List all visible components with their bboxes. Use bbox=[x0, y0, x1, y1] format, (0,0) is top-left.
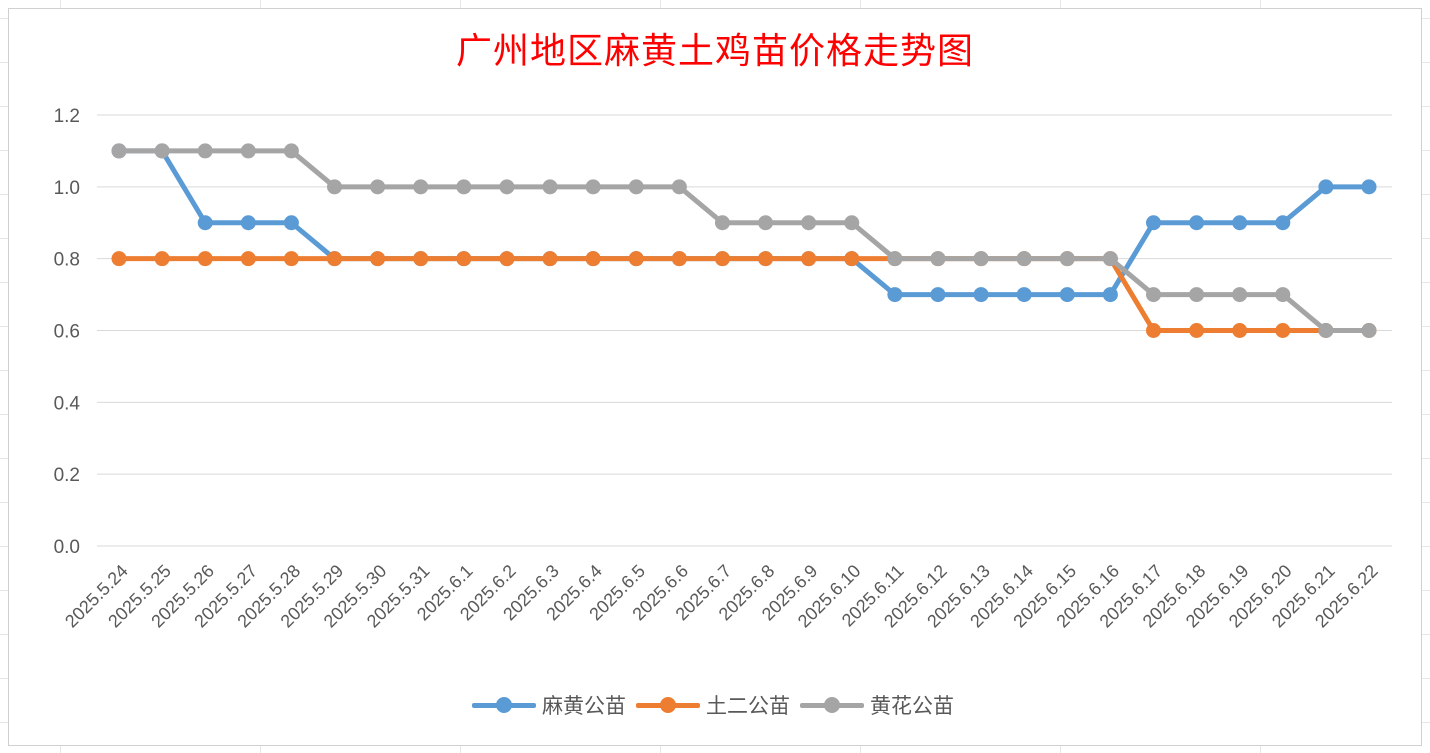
data-point-series-3 bbox=[585, 179, 601, 195]
chart-title: 广州地区麻黄土鸡苗价格走势图 bbox=[455, 31, 974, 72]
data-point-series-3 bbox=[111, 143, 127, 159]
data-point-series-3 bbox=[283, 143, 299, 159]
series-line-3 bbox=[116, 148, 1372, 333]
data-point-series-1 bbox=[1059, 287, 1075, 303]
y-tick-label: 0.0 bbox=[54, 537, 80, 558]
legend-label: 土二公苗 bbox=[706, 694, 790, 718]
data-point-series-2 bbox=[801, 251, 817, 267]
data-point-series-3 bbox=[1102, 251, 1118, 267]
data-point-series-2 bbox=[844, 251, 860, 267]
data-point-series-2 bbox=[197, 251, 213, 267]
data-point-series-2 bbox=[111, 251, 127, 267]
y-tick-label: 0.2 bbox=[54, 465, 80, 486]
data-point-series-2 bbox=[1232, 323, 1248, 338]
data-point-series-3 bbox=[887, 251, 903, 267]
y-tick-label: 0.8 bbox=[54, 250, 80, 271]
data-point-series-2 bbox=[283, 251, 299, 267]
legend-marker bbox=[660, 697, 676, 713]
data-point-series-1 bbox=[1318, 179, 1334, 195]
legend-label: 麻黄公苗 bbox=[542, 694, 626, 718]
data-point-series-3 bbox=[1318, 323, 1334, 338]
data-point-series-3 bbox=[154, 143, 170, 159]
y-tick-label: 1.0 bbox=[54, 178, 80, 199]
data-point-series-3 bbox=[930, 251, 946, 267]
data-point-series-1 bbox=[197, 215, 213, 231]
chart-legend: 麻黄公苗 土二公苗 黄花公苗 bbox=[0, 690, 1430, 720]
legend-label: 黄花公苗 bbox=[870, 694, 954, 718]
legend-swatch bbox=[800, 695, 864, 715]
legend-item-2[interactable]: 土二公苗 bbox=[636, 690, 794, 720]
data-point-series-1 bbox=[973, 287, 989, 303]
data-point-series-1 bbox=[930, 287, 946, 303]
data-point-series-2 bbox=[671, 251, 687, 267]
data-point-series-2 bbox=[499, 251, 515, 267]
data-point-series-3 bbox=[1361, 323, 1377, 338]
data-point-series-2 bbox=[1189, 323, 1205, 338]
data-point-series-2 bbox=[413, 251, 429, 267]
data-point-series-3 bbox=[1016, 251, 1032, 267]
y-tick-label: 0.4 bbox=[54, 393, 81, 414]
data-point-series-3 bbox=[327, 179, 343, 195]
data-point-series-3 bbox=[413, 179, 429, 195]
data-point-series-1 bbox=[1016, 287, 1032, 303]
data-point-series-1 bbox=[1102, 287, 1118, 303]
data-point-series-1 bbox=[1232, 215, 1248, 231]
data-point-series-1 bbox=[1275, 215, 1291, 231]
legend-swatch bbox=[472, 695, 536, 715]
legend-item-1[interactable]: 麻黄公苗 bbox=[472, 690, 630, 720]
data-point-series-3 bbox=[801, 215, 817, 231]
data-point-series-2 bbox=[327, 251, 343, 267]
data-point-series-3 bbox=[499, 179, 515, 195]
data-point-series-1 bbox=[1361, 179, 1377, 195]
data-point-series-3 bbox=[1275, 287, 1291, 303]
data-point-series-3 bbox=[844, 215, 860, 231]
data-point-series-1 bbox=[1189, 215, 1205, 231]
data-point-series-3 bbox=[758, 215, 774, 231]
data-point-series-3 bbox=[671, 179, 687, 195]
data-point-series-2 bbox=[628, 251, 644, 267]
data-point-series-2 bbox=[1275, 323, 1291, 338]
data-point-series-1 bbox=[240, 215, 256, 231]
data-point-series-3 bbox=[973, 251, 989, 267]
data-point-series-2 bbox=[542, 251, 558, 267]
legend-marker bbox=[824, 697, 840, 713]
data-point-series-3 bbox=[542, 179, 558, 195]
data-point-series-2 bbox=[370, 251, 386, 267]
data-point-series-2 bbox=[1145, 323, 1161, 338]
data-point-series-2 bbox=[240, 251, 256, 267]
data-point-series-2 bbox=[714, 251, 730, 267]
data-point-series-3 bbox=[1059, 251, 1075, 267]
legend-swatch bbox=[636, 695, 700, 715]
data-point-series-3 bbox=[456, 179, 472, 195]
data-point-series-2 bbox=[758, 251, 774, 267]
data-point-series-2 bbox=[456, 251, 472, 267]
data-point-series-2 bbox=[585, 251, 601, 267]
y-tick-label: 1.2 bbox=[54, 106, 80, 127]
legend-item-3[interactable]: 黄花公苗 bbox=[800, 690, 958, 720]
data-point-series-2 bbox=[154, 251, 170, 267]
data-point-series-1 bbox=[887, 287, 903, 303]
legend-marker bbox=[496, 697, 512, 713]
data-point-series-3 bbox=[628, 179, 644, 195]
data-point-series-3 bbox=[1189, 287, 1205, 303]
data-point-series-3 bbox=[1145, 287, 1161, 303]
data-point-series-3 bbox=[714, 215, 730, 231]
data-point-series-1 bbox=[1145, 215, 1161, 231]
chart-area[interactable] bbox=[8, 8, 1422, 746]
data-point-series-3 bbox=[370, 179, 386, 195]
y-tick-label: 0.6 bbox=[54, 322, 80, 343]
data-point-series-3 bbox=[197, 143, 213, 159]
data-point-series-3 bbox=[1232, 287, 1248, 303]
data-point-series-3 bbox=[240, 143, 256, 159]
data-point-series-1 bbox=[283, 215, 299, 231]
